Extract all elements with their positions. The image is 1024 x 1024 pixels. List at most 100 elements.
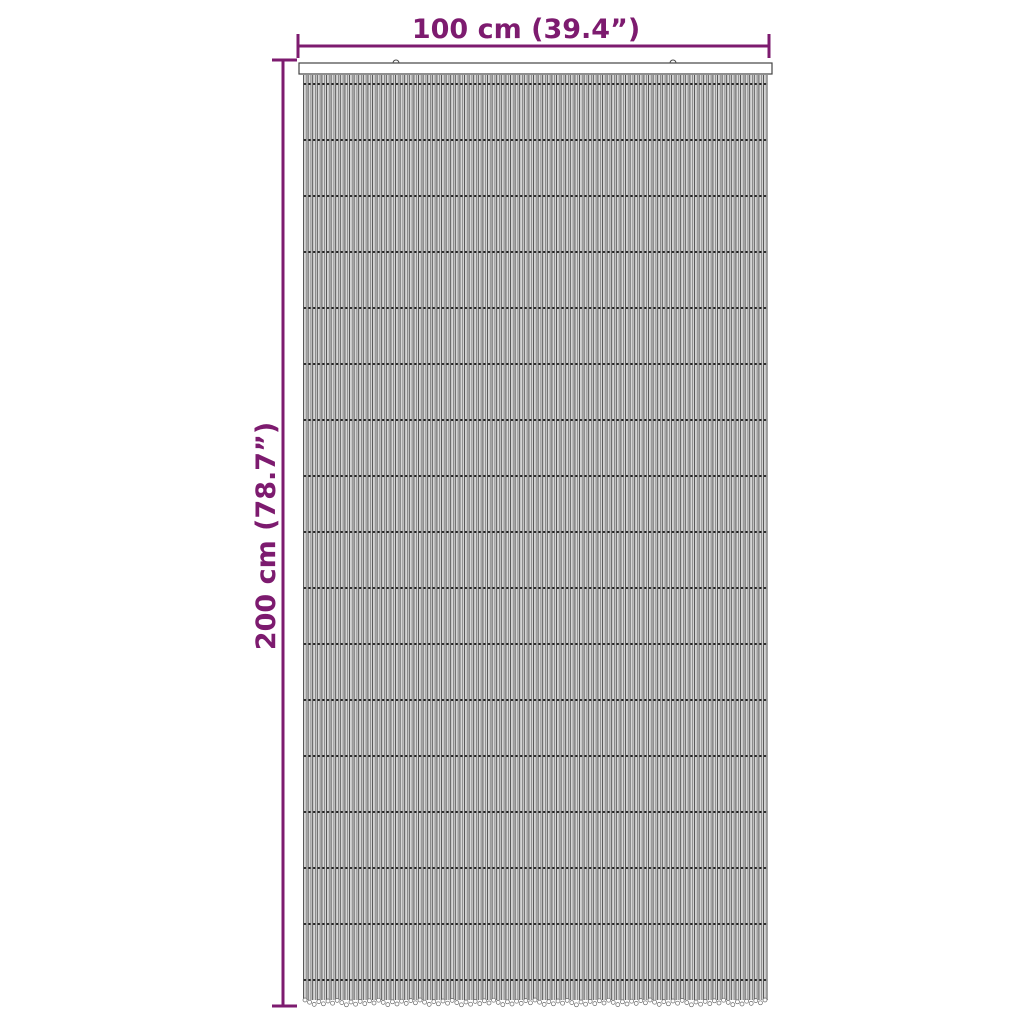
bead-end — [725, 1000, 731, 1005]
bead-end — [528, 1000, 533, 1006]
bead-end — [758, 1000, 763, 1006]
bead-end — [518, 1001, 524, 1006]
bead-end — [532, 997, 538, 1003]
bead-end — [730, 1002, 736, 1007]
bead-end — [698, 1001, 703, 1007]
bead-end — [357, 999, 363, 1004]
bead-strands — [303, 75, 768, 1000]
bead-end — [666, 1001, 671, 1007]
bead-end — [371, 1000, 377, 1006]
bead-end — [689, 1002, 694, 1008]
bead-end — [440, 998, 446, 1004]
bead-end — [445, 1000, 450, 1006]
bead-end — [684, 1000, 690, 1005]
bead-end — [380, 1000, 386, 1005]
bead-end — [546, 999, 552, 1004]
bead-end — [399, 998, 404, 1004]
bead-end — [311, 1002, 317, 1007]
bead-end — [702, 999, 708, 1004]
bead-end — [408, 998, 414, 1003]
bead-end — [555, 998, 561, 1004]
width-label: 100 cm (39.4”) — [412, 14, 640, 45]
bead-end — [321, 1001, 326, 1007]
bead-end — [348, 999, 354, 1005]
bead-end — [574, 1002, 579, 1008]
strand-end-beads — [302, 997, 768, 1008]
bead-end — [330, 1000, 335, 1006]
bead-end — [537, 999, 542, 1005]
bead-end — [753, 998, 759, 1003]
bead-end — [436, 1001, 441, 1007]
bead-end — [633, 1001, 639, 1006]
bead-end — [620, 999, 625, 1005]
bead-end — [362, 1001, 368, 1006]
bead-end — [670, 998, 676, 1004]
bead-end — [353, 1001, 358, 1007]
bead-end — [339, 1000, 345, 1005]
bead-end — [486, 1000, 492, 1006]
bead-end — [468, 1001, 473, 1007]
bead-end — [426, 1002, 432, 1007]
bead-end — [422, 999, 427, 1005]
bead-end — [541, 1002, 547, 1007]
bead-end — [509, 1001, 515, 1007]
bead-end — [523, 998, 529, 1003]
bead-end — [325, 998, 331, 1004]
curtain-rod — [298, 59, 773, 75]
bead-end — [413, 1000, 418, 1006]
bead-end — [302, 997, 308, 1003]
bead-end — [712, 998, 717, 1004]
bead-end — [647, 997, 653, 1003]
bead-end — [739, 1001, 745, 1007]
bead-end — [500, 1002, 506, 1007]
bead-end — [344, 1002, 349, 1008]
bead-end — [578, 999, 584, 1005]
bead-end — [610, 1000, 616, 1005]
bead-end — [316, 999, 322, 1004]
bead-end — [661, 999, 667, 1004]
bead-end — [454, 1000, 460, 1005]
bead-end — [394, 1001, 400, 1007]
bead-end — [403, 1001, 409, 1006]
bead-end — [564, 998, 570, 1003]
bead-end — [629, 998, 634, 1004]
bead-end — [459, 1002, 464, 1008]
bead-end — [472, 999, 478, 1004]
bead-end — [748, 1001, 754, 1006]
bead-end — [385, 1002, 391, 1007]
bead-end — [431, 999, 437, 1004]
bead-end — [675, 1000, 680, 1006]
bead-end — [597, 998, 602, 1004]
bead-end — [693, 999, 699, 1005]
bead-end — [551, 1001, 556, 1007]
bead-end — [367, 998, 372, 1004]
bead-end — [307, 999, 312, 1005]
bead-end — [376, 997, 381, 1003]
bead-end — [615, 1002, 621, 1007]
bead-end — [583, 1001, 588, 1007]
bead-end — [721, 997, 726, 1003]
bead-end — [679, 998, 685, 1003]
height-dimension: 200 cm (78.7”) — [251, 58, 297, 1008]
bead-end — [606, 997, 611, 1003]
bead-end — [744, 998, 749, 1004]
bead-end — [592, 1001, 598, 1006]
bead-end — [390, 999, 395, 1005]
bead-end — [735, 999, 740, 1005]
bead-end — [638, 998, 644, 1003]
bead-end — [643, 1000, 648, 1006]
bead-end — [707, 1001, 713, 1006]
bead-end — [514, 998, 519, 1004]
bead-end — [334, 998, 340, 1003]
bead-end — [560, 1000, 565, 1006]
bead-end — [624, 1001, 630, 1007]
bead-end — [449, 998, 455, 1003]
bead-end — [587, 999, 593, 1004]
bead-end — [762, 997, 768, 1003]
bead-end — [482, 998, 487, 1004]
bead-end — [417, 997, 423, 1003]
height-label: 200 cm (78.7”) — [251, 422, 282, 650]
bead-end — [716, 1000, 722, 1006]
bead-end — [652, 999, 657, 1005]
